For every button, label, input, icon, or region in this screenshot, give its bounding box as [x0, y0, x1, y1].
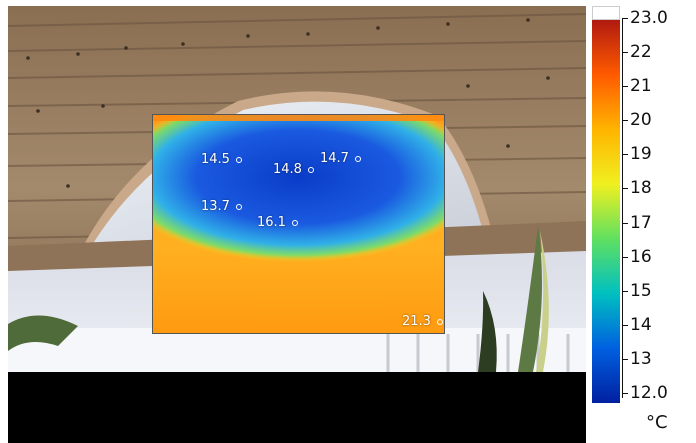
- spot-value: 14.5: [201, 152, 230, 167]
- spot-measurement-6[interactable]: 21.3: [402, 315, 443, 329]
- spot-value: 16.1: [257, 215, 286, 230]
- scale-tick-label: 20: [622, 110, 652, 130]
- scale-overflow-swatch: [592, 6, 620, 20]
- spot-marker-icon: [307, 166, 314, 173]
- scale-unit-label: °C: [646, 412, 668, 433]
- thermal-heatmap: [153, 115, 444, 333]
- scale-tick-label: 17: [622, 213, 652, 233]
- image-black-band: [8, 372, 586, 443]
- scale-tick-label: 18: [622, 178, 652, 198]
- scale-tick-label: 22: [622, 42, 652, 62]
- spot-measurement-3[interactable]: 14.7: [320, 152, 361, 166]
- temperature-scale: [592, 6, 620, 406]
- spot-value: 21.3: [402, 314, 431, 329]
- spot-marker-icon: [235, 156, 242, 163]
- thermal-overlay: 14.5 14.8 14.7 13.7 16.1 21.3: [152, 114, 445, 334]
- scale-max-label: 23.0: [622, 8, 668, 28]
- scale-tick-label: 19: [622, 144, 652, 164]
- scale-min-label: 12.0: [622, 383, 668, 403]
- spot-measurement-1[interactable]: 14.5: [201, 153, 242, 167]
- spot-value: 14.8: [273, 162, 302, 177]
- spot-measurement-4[interactable]: 13.7: [201, 200, 242, 214]
- scale-tick-label: 21: [622, 76, 652, 96]
- scale-tick-label: 14: [622, 315, 652, 335]
- spot-marker-icon: [354, 155, 361, 162]
- spot-measurement-2[interactable]: 14.8: [273, 163, 314, 177]
- spot-marker-icon: [291, 219, 298, 226]
- spot-marker-icon: [436, 318, 443, 325]
- spot-value: 14.7: [320, 151, 349, 166]
- scale-tick-label: 15: [622, 281, 652, 301]
- scale-tick-label: 13: [622, 349, 652, 369]
- scale-axis-line: [622, 18, 623, 398]
- spot-value: 13.7: [201, 199, 230, 214]
- scale-tick-label: 16: [622, 247, 652, 267]
- spot-marker-icon: [235, 203, 242, 210]
- scale-color-bar: [592, 20, 620, 403]
- spot-measurement-5[interactable]: 16.1: [257, 216, 298, 230]
